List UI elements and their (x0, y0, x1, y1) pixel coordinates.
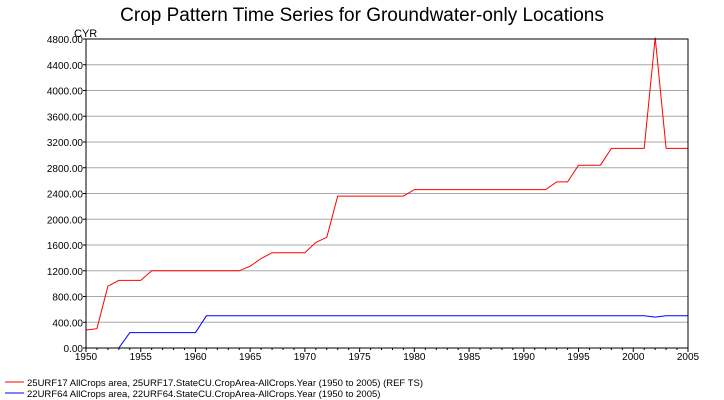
y-tick-label: 4000.00 (47, 87, 84, 98)
y-tick-label: 1600.00 (47, 241, 84, 252)
axes (83, 38, 689, 352)
legend-entry-series-1: 25URF17 AllCrops area, 25URF17.StateCU.C… (27, 378, 423, 389)
x-tick-label: 1960 (184, 352, 207, 363)
x-tick-label: 2000 (622, 352, 645, 363)
series-line-1 (85, 37, 688, 331)
y-tick-labels: 0.00 400.00 800.00 1200.00 1600.00 2000.00 240… (47, 35, 84, 355)
x-tick-label: 1985 (458, 352, 481, 363)
y-tick-label: 2800.00 (47, 164, 84, 175)
x-tick-label: 1950 (75, 352, 98, 363)
series-layer (85, 37, 688, 349)
y-tick-label: 2000.00 (47, 215, 84, 226)
plot-frame (85, 38, 689, 349)
x-tick-label: 2005 (677, 352, 700, 363)
y-tick-label: 4400.00 (47, 61, 84, 72)
grid-lines (86, 38, 688, 323)
x-tick-label: 1965 (239, 352, 262, 363)
y-tick-label: 0.00 (64, 344, 84, 355)
series-line-2 (118, 315, 688, 349)
x-tick-label: 1995 (567, 352, 590, 363)
y-tick-label: 400.00 (52, 318, 83, 329)
y-tick-label: 800.00 (52, 293, 83, 304)
y-tick-label: 3200.00 (47, 138, 84, 149)
legend-entry-series-2: 22URF64 AllCrops area, 22URF64.StateCU.C… (27, 389, 380, 400)
x-tick-label: 1970 (294, 352, 317, 363)
x-tick-label: 1980 (403, 352, 426, 363)
x-tick-label: 1975 (349, 352, 372, 363)
x-tick-label: 1955 (130, 352, 153, 363)
x-tick-label: 1990 (513, 352, 536, 363)
y-tick-label: 1200.00 (47, 267, 84, 278)
x-tick-labels: 1950 1955 1960 1965 1970 1975 1980 1985 1990 1995… (75, 352, 700, 363)
chart-title: Crop Pattern Time Series for Groundwater… (120, 5, 604, 26)
legend: 25URF17 AllCrops area, 25URF17.StateCU.C… (5, 378, 423, 400)
y-tick-label: 2400.00 (47, 190, 84, 201)
y-axis-unit-label: CYR (74, 28, 97, 40)
y-tick-label: 4800.00 (47, 35, 84, 46)
y-tick-label: 3600.00 (47, 112, 84, 123)
